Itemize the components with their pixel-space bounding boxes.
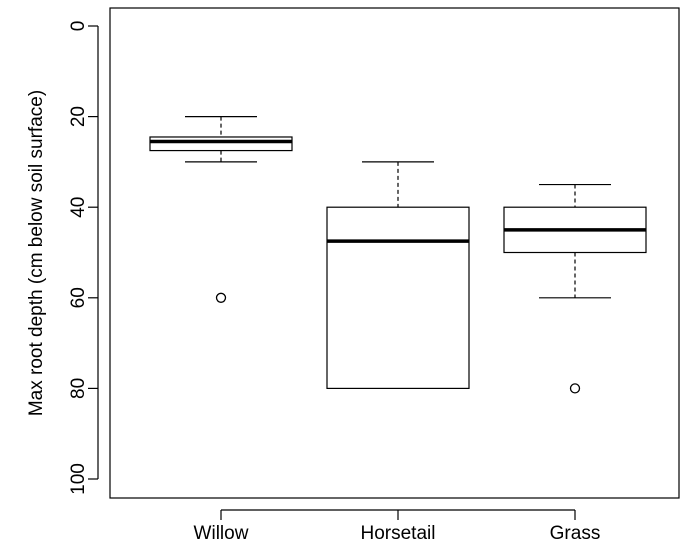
plot-frame bbox=[109, 7, 680, 499]
outlier-point bbox=[569, 383, 581, 394]
y-axis-label: Max root depth (cm below soil surface) bbox=[26, 90, 47, 416]
box-iqr bbox=[326, 206, 470, 389]
x-tick-label: Willow bbox=[194, 523, 249, 544]
y-tick-label: 60 bbox=[68, 287, 89, 308]
boxes-layer bbox=[149, 115, 647, 394]
y-tick-label: 0 bbox=[68, 21, 89, 32]
box-iqr bbox=[149, 136, 293, 152]
y-axis: 0 20 40 60 80 100 bbox=[68, 21, 99, 495]
x-tick-label: Grass bbox=[550, 523, 601, 544]
x-axis: Willow Horsetail Grass bbox=[194, 509, 601, 544]
x-tick-label: Horsetail bbox=[361, 523, 436, 544]
y-tick-label: 40 bbox=[68, 197, 89, 218]
y-tick-label: 100 bbox=[68, 463, 89, 495]
box-willow bbox=[149, 115, 293, 303]
outlier-point bbox=[215, 292, 227, 303]
y-tick-label: 20 bbox=[68, 106, 89, 127]
box-horsetail bbox=[326, 161, 470, 389]
box-grass bbox=[503, 183, 647, 394]
y-tick-label: 80 bbox=[68, 378, 89, 399]
